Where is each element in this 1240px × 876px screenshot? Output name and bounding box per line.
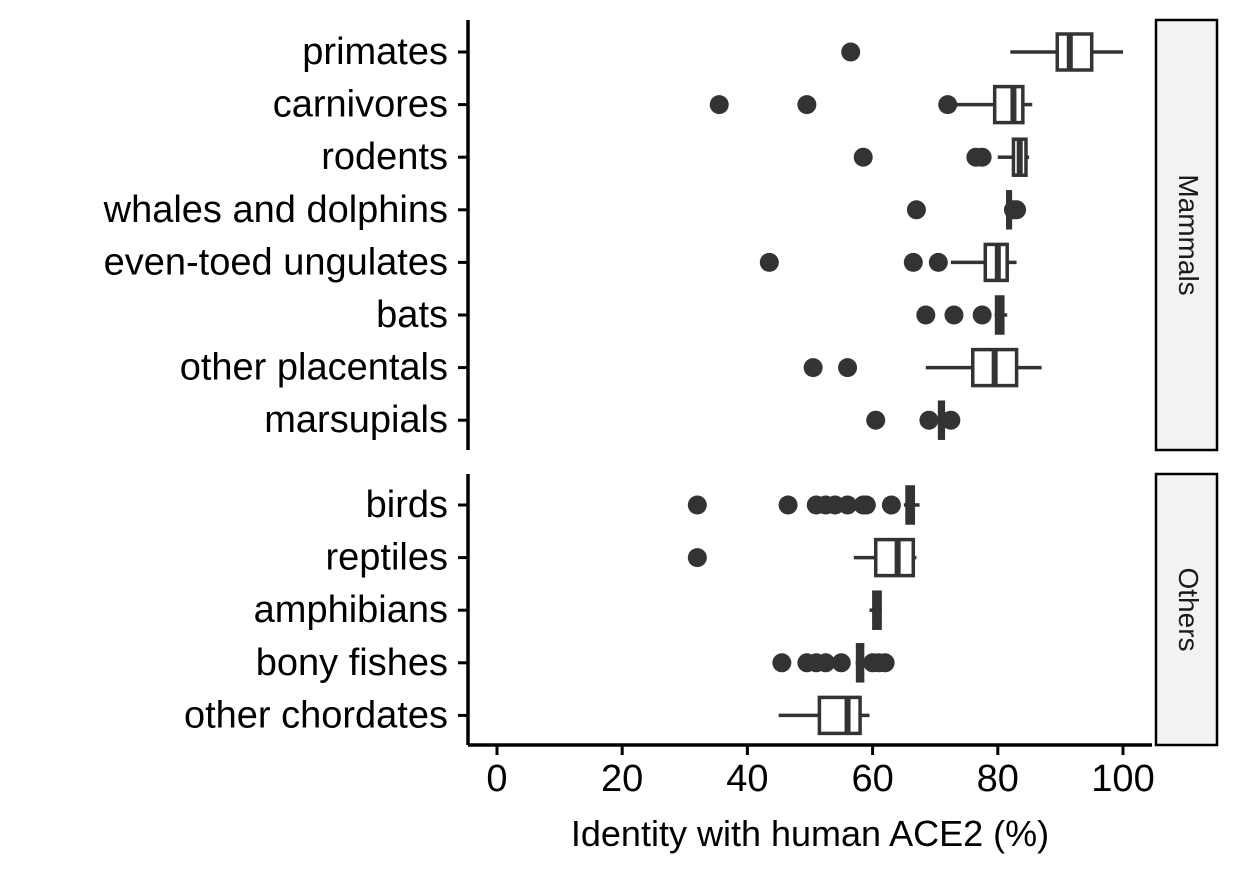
box-reptiles: [873, 537, 916, 578]
x-tick-label-40: 40: [726, 758, 768, 800]
outlier-carnivores-0: [709, 95, 729, 115]
y-tick-label-amphibians: amphibians: [254, 589, 448, 631]
mammals-strip: [1154, 18, 1219, 452]
outlier-birds-7: [856, 495, 876, 515]
outlier-rodents-2: [972, 147, 992, 167]
outlier-whales-and-dolphins-0: [906, 200, 926, 220]
y-tick-label-birds: birds: [366, 484, 448, 526]
outlier-whales-and-dolphins-2: [1007, 200, 1027, 220]
y-tick-label-even-toed-ungulates: even-toed ungulates: [104, 241, 448, 283]
outlier-carnivores-1: [797, 95, 817, 115]
x-tick-label-100: 100: [1091, 758, 1154, 800]
x-axis-label: Identity with human ACE2 (%): [571, 813, 1049, 854]
outlier-bony-fishes-0: [772, 653, 792, 673]
x-tick-label-80: 80: [977, 758, 1019, 800]
y-tick-label-bony-fishes: bony fishes: [256, 642, 448, 684]
x-tick-label-20: 20: [601, 758, 643, 800]
outlier-even-toed-ungulates-1: [903, 252, 923, 272]
outlier-birds-0: [687, 495, 707, 515]
x-tick-label-0: 0: [486, 758, 507, 800]
y-tick-label-bats: bats: [376, 294, 448, 336]
outlier-birds-1: [778, 495, 798, 515]
outlier-carnivores-2: [938, 95, 958, 115]
outlier-bony-fishes-7: [875, 653, 895, 673]
outlier-even-toed-ungulates-2: [928, 252, 948, 272]
y-tick-label-rodents: rodents: [321, 136, 448, 178]
outlier-marsupials-0: [866, 410, 886, 430]
mammals-strip-label: Mammals: [1173, 174, 1204, 295]
outlier-rodents-0: [853, 147, 873, 167]
y-tick-label-other-placentals: other placentals: [180, 347, 448, 389]
outlier-other-placentals-1: [838, 358, 858, 378]
outlier-marsupials-1: [919, 410, 939, 430]
outlier-bats-1: [944, 305, 964, 325]
outlier-bats-2: [972, 305, 992, 325]
x-tick-label-60: 60: [851, 758, 893, 800]
outlier-bats-0: [916, 305, 936, 325]
box-primates: [1055, 32, 1094, 72]
y-tick-label-marsupials: marsupials: [264, 399, 448, 441]
y-tick-label-carnivores: carnivores: [273, 84, 448, 126]
others-strip-label: Others: [1173, 567, 1204, 651]
others-strip: [1154, 472, 1219, 747]
outlier-other-placentals-0: [803, 358, 823, 378]
y-tick-label-reptiles: reptiles: [326, 537, 449, 579]
outlier-marsupials-2: [941, 410, 961, 430]
outlier-birds-8: [881, 495, 901, 515]
y-tick-label-whales-and-dolphins: whales and dolphins: [103, 189, 448, 231]
outlier-bony-fishes-4: [831, 653, 851, 673]
y-tick-label-other-chordates: other chordates: [184, 694, 448, 736]
box-carnivores: [992, 84, 1025, 125]
chart-marks: Mammals primates carnivores rodents whales a…: [103, 18, 1219, 800]
outlier-reptiles-0: [687, 548, 707, 568]
outlier-birds-5: [838, 495, 858, 515]
y-tick-label-primates: primates: [302, 31, 448, 73]
box-other-chordates: [817, 695, 862, 736]
outlier-even-toed-ungulates-0: [759, 252, 779, 272]
outlier-primates-0: [841, 42, 861, 62]
outlier-bony-fishes-3: [816, 653, 836, 673]
